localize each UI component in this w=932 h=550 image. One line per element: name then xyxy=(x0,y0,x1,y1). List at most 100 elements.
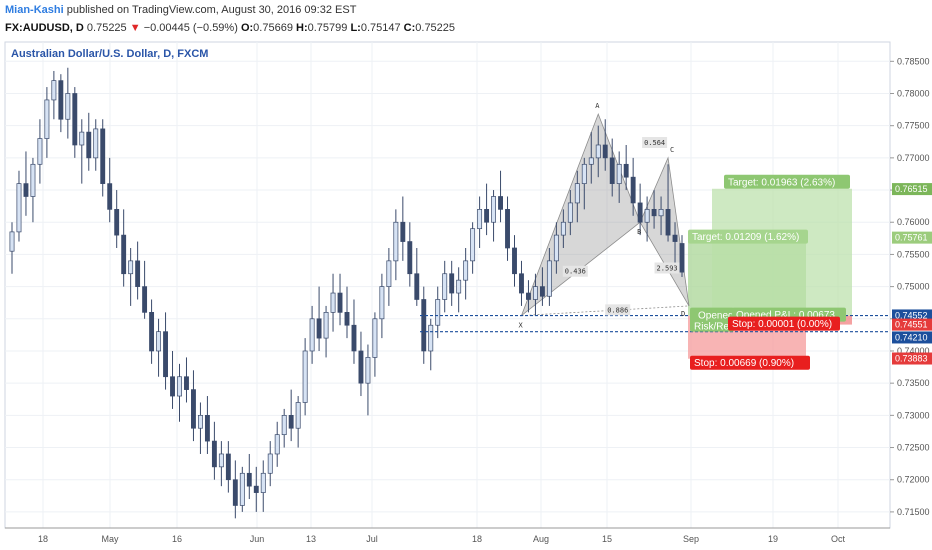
candle-bear xyxy=(623,163,629,178)
candle-bull xyxy=(463,260,469,281)
price-tag xyxy=(892,231,932,244)
candle-bull xyxy=(491,196,497,223)
right-target-zone[interactable] xyxy=(712,188,852,316)
candle-bull xyxy=(37,138,43,165)
candle-bull xyxy=(644,209,650,223)
candle-bear xyxy=(630,176,636,204)
ohlc-line: FX:AUDUSD, D 0.75225 ▼ −0.00445 (−0.59%)… xyxy=(5,22,455,34)
price-tag-label: 0.74210 xyxy=(895,332,928,342)
y-tick-label: 0.77000 xyxy=(897,153,930,163)
candle-bull xyxy=(281,415,287,436)
candle-bear xyxy=(170,376,175,397)
left-opened-box[interactable] xyxy=(690,307,734,332)
ratio-ab-label: 0.436 xyxy=(565,268,586,276)
price-tag-label: 0.76515 xyxy=(895,184,928,194)
candle-bull xyxy=(93,128,99,159)
price-change: −0.00445 (−0.59%) xyxy=(143,22,238,34)
candle-bull xyxy=(30,163,36,197)
candle-bull xyxy=(470,228,476,262)
candle-bear xyxy=(609,157,615,184)
ratio-xd-label: 0.886 xyxy=(607,306,628,314)
candle-bull xyxy=(128,260,134,275)
x-tick-label: May xyxy=(101,534,119,544)
left-stop-box[interactable] xyxy=(690,355,810,370)
candle-bull xyxy=(477,209,483,230)
candle-bear xyxy=(86,131,92,159)
y-tick-label: 0.76000 xyxy=(897,217,930,227)
left-target-box[interactable] xyxy=(688,229,808,244)
candle-bull xyxy=(156,331,162,352)
low-value: 0.75147 xyxy=(360,22,401,34)
point-x-label: X xyxy=(518,322,523,330)
candle-bull xyxy=(560,221,566,236)
candle-bear xyxy=(58,80,64,120)
open-label: O: xyxy=(240,22,254,34)
x-tick-label: 13 xyxy=(306,534,316,544)
open-value: 0.75669 xyxy=(253,22,293,34)
candle-bear xyxy=(526,292,531,300)
price-axis[interactable]: 0.785000.780000.775000.770000.765000.760… xyxy=(890,56,930,517)
left-stop-text: Stop: 0.00669 (0.90%) xyxy=(694,358,794,369)
candle-bear xyxy=(232,479,238,506)
candle-bear xyxy=(414,273,420,300)
price-tag xyxy=(892,331,932,344)
candle-bear xyxy=(121,234,127,275)
point-a-label: A xyxy=(595,102,600,110)
candle-bear xyxy=(512,247,517,275)
candle-bear xyxy=(142,286,148,313)
candle-bull xyxy=(302,350,308,403)
x-tick-label: 18 xyxy=(472,534,482,544)
chart-title: Australian Dollar/U.S. Dollar, D, FXCM xyxy=(11,48,208,60)
candle-bear xyxy=(519,273,524,294)
x-tick-label: 15 xyxy=(602,534,612,544)
trade-zones xyxy=(688,188,852,359)
candle-bull xyxy=(44,99,50,139)
candle-bull xyxy=(372,318,378,358)
candle-bear xyxy=(651,209,657,217)
y-tick-label: 0.73500 xyxy=(897,378,930,388)
price-tag xyxy=(892,318,932,331)
candle-bull xyxy=(379,286,385,320)
candle-bull xyxy=(428,324,434,352)
candle-bear xyxy=(421,299,427,352)
candle-bear xyxy=(149,312,155,352)
y-tick-label: 0.72000 xyxy=(897,475,930,485)
candle-bear xyxy=(316,318,322,339)
candle-bull xyxy=(65,93,71,120)
price-tag-label: 0.74552 xyxy=(895,310,928,320)
point-b-label: B xyxy=(637,228,641,236)
x-tick-label: 18 xyxy=(38,534,48,544)
time-axis[interactable]: 18 May 16 Jun 13 Jul 18 Aug 15 Sep 19 Oct xyxy=(5,527,890,544)
y-tick-label: 0.75500 xyxy=(897,249,930,259)
y-tick-label: 0.72500 xyxy=(897,443,930,453)
candle-bear xyxy=(253,485,259,493)
candle-bear xyxy=(135,260,141,287)
candle-bear xyxy=(114,209,120,236)
candle-bull xyxy=(581,163,587,184)
candle-bull xyxy=(309,318,315,352)
x-tick-label: Oct xyxy=(831,534,846,544)
candle-bear xyxy=(163,331,168,378)
candle-bull xyxy=(567,202,573,223)
candle-bear xyxy=(602,144,608,159)
candles xyxy=(9,67,685,519)
pattern-labels: X A B C D 0.436 0.564 2.593 0.886 xyxy=(518,102,685,329)
candle-bull xyxy=(393,221,399,262)
candle-bull xyxy=(267,453,273,474)
right-stop-box[interactable] xyxy=(728,316,840,331)
right-target-box[interactable] xyxy=(724,174,850,189)
candle-bear xyxy=(225,453,231,481)
candle-bear xyxy=(211,440,217,468)
x-tick-label: Sep xyxy=(683,534,699,544)
y-tick-label: 0.78500 xyxy=(897,56,930,66)
candle-bear xyxy=(400,221,406,242)
candle-bear xyxy=(358,350,364,384)
candle-bull xyxy=(218,453,224,468)
author-name[interactable]: Mian-Kashi xyxy=(5,4,64,16)
symbol-label[interactable]: FX:AUDUSD, D xyxy=(5,22,84,34)
candle-bull xyxy=(197,415,203,429)
candle-bear xyxy=(246,472,252,487)
candle-bull xyxy=(456,279,462,294)
